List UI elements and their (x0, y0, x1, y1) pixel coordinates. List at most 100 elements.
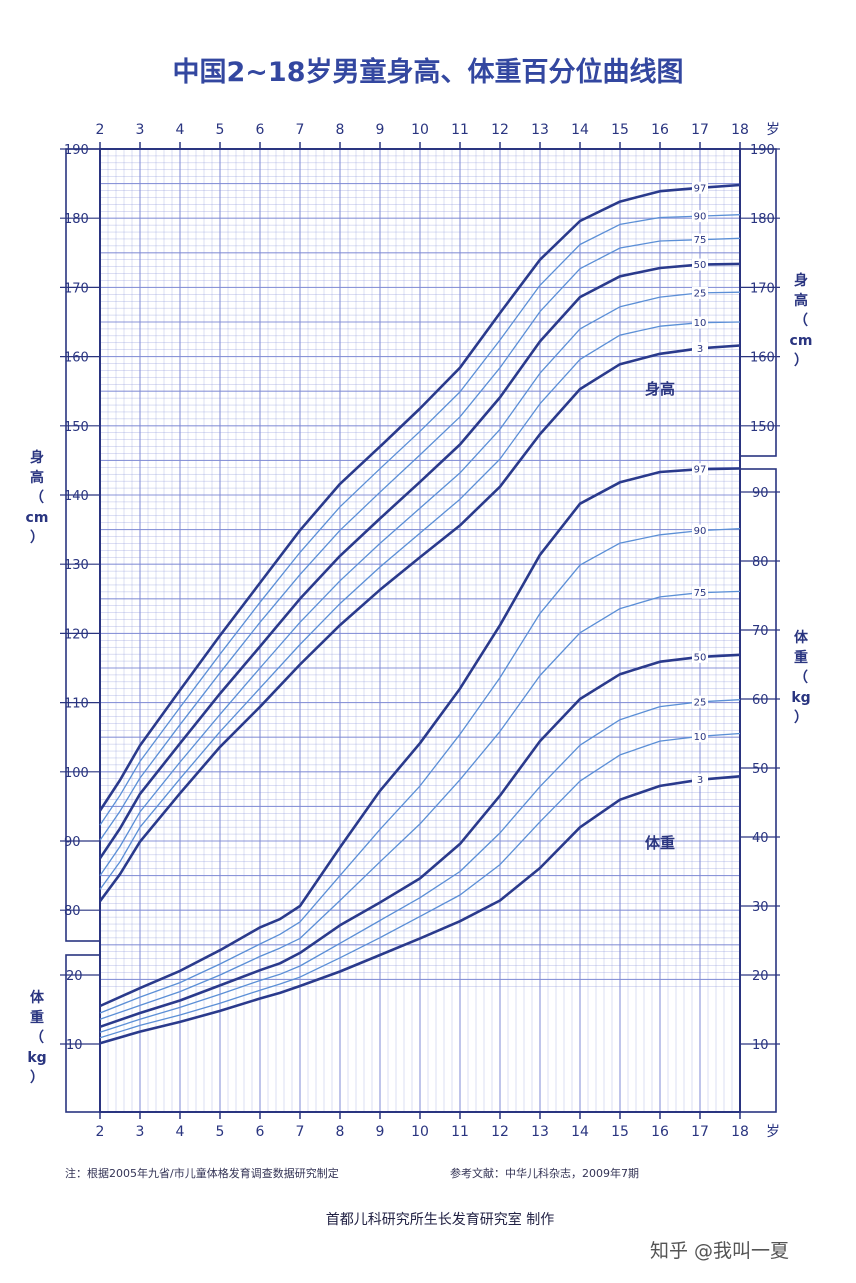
weight-curve-p90 (99, 527, 741, 1014)
height-curve-p50 (98, 262, 741, 860)
height-percentile-label: 75 (694, 235, 707, 246)
weight-percentile-label: 10 (694, 732, 707, 743)
x-tick-label-bottom: 12 (491, 1124, 509, 1140)
y-tick-label-height-left: 90 (64, 835, 81, 850)
x-tick-label-bottom: 2 (96, 1124, 105, 1140)
grid (99, 148, 741, 1113)
x-tick-label-top: 16 (651, 122, 669, 138)
height-curve-p90 (99, 214, 741, 826)
x-tick-label-bottom: 11 (451, 1124, 469, 1140)
x-tick-label-bottom: 3 (136, 1124, 145, 1140)
height-percentile-label-bg (692, 286, 708, 299)
y-tick-label-weight-right: 70 (752, 624, 769, 639)
height-percentile-label: 50 (694, 260, 707, 271)
height-percentile-label-bg (692, 342, 708, 355)
axis-panels: 2 2 3 3 4 4 5 5 6 6 7 7 8 8 9 9 10 10 11 11 12 12 13 13 14 14 15 15… (65, 122, 780, 1140)
y-tick-label-height-left: 120 (64, 627, 89, 642)
x-tick-label-top: 6 (256, 122, 265, 138)
weight-percentile-label-bg (692, 695, 708, 708)
axis-labels: 80 90 100 110 120 130 140 150 160 170 180 190 150 160… (26, 143, 813, 1086)
x-tick-label-bottom: 13 (531, 1124, 549, 1140)
x-tick-label-top: 18 (731, 122, 749, 138)
weight-axis-label-right: 体 (794, 629, 809, 646)
height-axis-label-left: 身 (30, 449, 44, 466)
right-weight-frame (739, 468, 777, 1113)
x-tick-label-top: 13 (531, 122, 549, 138)
height-curve-p97 (98, 183, 741, 812)
height-curve-p25 (99, 291, 741, 876)
weight-axis-label-right: 重 (794, 649, 808, 666)
weight-percentile-label-bg (692, 730, 708, 743)
y-tick-label-height-right: 170 (750, 281, 775, 296)
height-caption: 身高 (645, 380, 675, 398)
y-tick-label-height-right: 180 (750, 212, 775, 227)
x-tick-label-top: 12 (491, 122, 509, 138)
source-note: 注：根据2005年九省/市儿童体格发育调查数据研究制定 (65, 1166, 339, 1180)
weight-curve-p10 (99, 732, 741, 1039)
y-tick-label-weight-right: 40 (752, 831, 769, 846)
height-axis-label-left: （ (30, 490, 44, 506)
x-tick-label-bottom: 16 (651, 1124, 669, 1140)
y-tick-label-weight-right: 90 (752, 486, 769, 501)
x-tick-label-top: 5 (216, 122, 225, 138)
weight-axis-label-right: ） (794, 710, 808, 726)
x-tick-label-top: 9 (376, 122, 385, 138)
weight-percentile-label: 25 (694, 697, 707, 708)
x-tick-label-bottom: 4 (176, 1124, 185, 1140)
height-percentile-label: 10 (694, 318, 707, 329)
weight-curve-p25 (99, 699, 741, 1033)
y-tick-label-height-left: 140 (64, 489, 89, 504)
height-axis-label-left: ） (30, 530, 44, 546)
height-axis-label-right: （ (794, 313, 808, 329)
height-axis-label-right: 高 (794, 292, 808, 309)
y-tick-label-weight-left: 10 (66, 1038, 83, 1053)
height-percentile-label: 3 (697, 344, 703, 355)
x-tick-label-top: 11 (451, 122, 469, 138)
y-tick-label-height-left: 150 (64, 420, 89, 435)
weight-axis-label-right: （ (794, 670, 808, 686)
height-percentile-label-bg (692, 233, 708, 246)
height-curve-p75 (99, 237, 741, 841)
x-tick-label-top: 15 (611, 122, 629, 138)
y-tick-label-weight-right: 30 (752, 900, 769, 915)
weight-percentile-label-bg (692, 773, 708, 786)
chart-title: 中国2~18岁男童身高、体重百分位曲线图 (173, 56, 684, 88)
weight-percentile-label-bg (692, 586, 708, 599)
reference-note: 参考文献：中华儿科杂志，2009年7期 (450, 1166, 639, 1180)
x-tick-label-bottom: 6 (256, 1124, 265, 1140)
x-tick-label-bottom: 10 (411, 1124, 429, 1140)
y-tick-label-height-left: 80 (64, 904, 81, 919)
weight-percentile-label: 75 (694, 588, 707, 599)
x-tick-label-bottom: 5 (216, 1124, 225, 1140)
height-percentile-label-bg (692, 316, 708, 329)
credit-text: 首都儿科研究所生长发育研究室 制作 (326, 1211, 554, 1228)
watermark-text: 知乎 @我叫一夏 (650, 1240, 789, 1262)
x-tick-label-top: 2 (96, 122, 105, 138)
x-tick-label-bottom: 7 (296, 1124, 305, 1140)
y-tick-label-weight-right: 10 (752, 1038, 769, 1053)
weight-curve-p3 (99, 775, 741, 1045)
weight-axis-label-left: ） (30, 1070, 44, 1086)
x-tick-label-top: 14 (571, 122, 589, 138)
weight-percentile-label-bg (692, 524, 708, 537)
height-axis-label-left: cm (26, 510, 49, 526)
x-unit-bottom: 岁 (766, 1124, 780, 1140)
x-tick-label-bottom: 17 (691, 1124, 709, 1140)
x-tick-label-bottom: 8 (336, 1124, 345, 1140)
weight-percentile-label: 97 (694, 465, 707, 476)
height-percentile-label-bg (692, 181, 708, 194)
weight-axis-label-left: 体 (30, 989, 45, 1006)
x-tick-label-bottom: 18 (731, 1124, 749, 1140)
height-axis-label-right: ） (794, 353, 808, 369)
y-tick-label-height-right: 160 (750, 351, 775, 366)
percentile-curves: 97 90 75 50 25 10 3 97 90 75 50 25 10 3 (98, 181, 741, 1045)
y-tick-label-weight-right: 80 (752, 555, 769, 570)
x-tick-label-top: 8 (336, 122, 345, 138)
height-percentile-label-bg (692, 210, 708, 223)
x-tick-label-top: 7 (296, 122, 305, 138)
height-percentile-label: 90 (694, 212, 707, 223)
y-tick-label-height-left: 180 (64, 212, 89, 227)
weight-axis-label-left: kg (27, 1050, 46, 1066)
height-percentile-label: 97 (694, 183, 707, 194)
weight-percentile-label: 3 (697, 775, 703, 786)
